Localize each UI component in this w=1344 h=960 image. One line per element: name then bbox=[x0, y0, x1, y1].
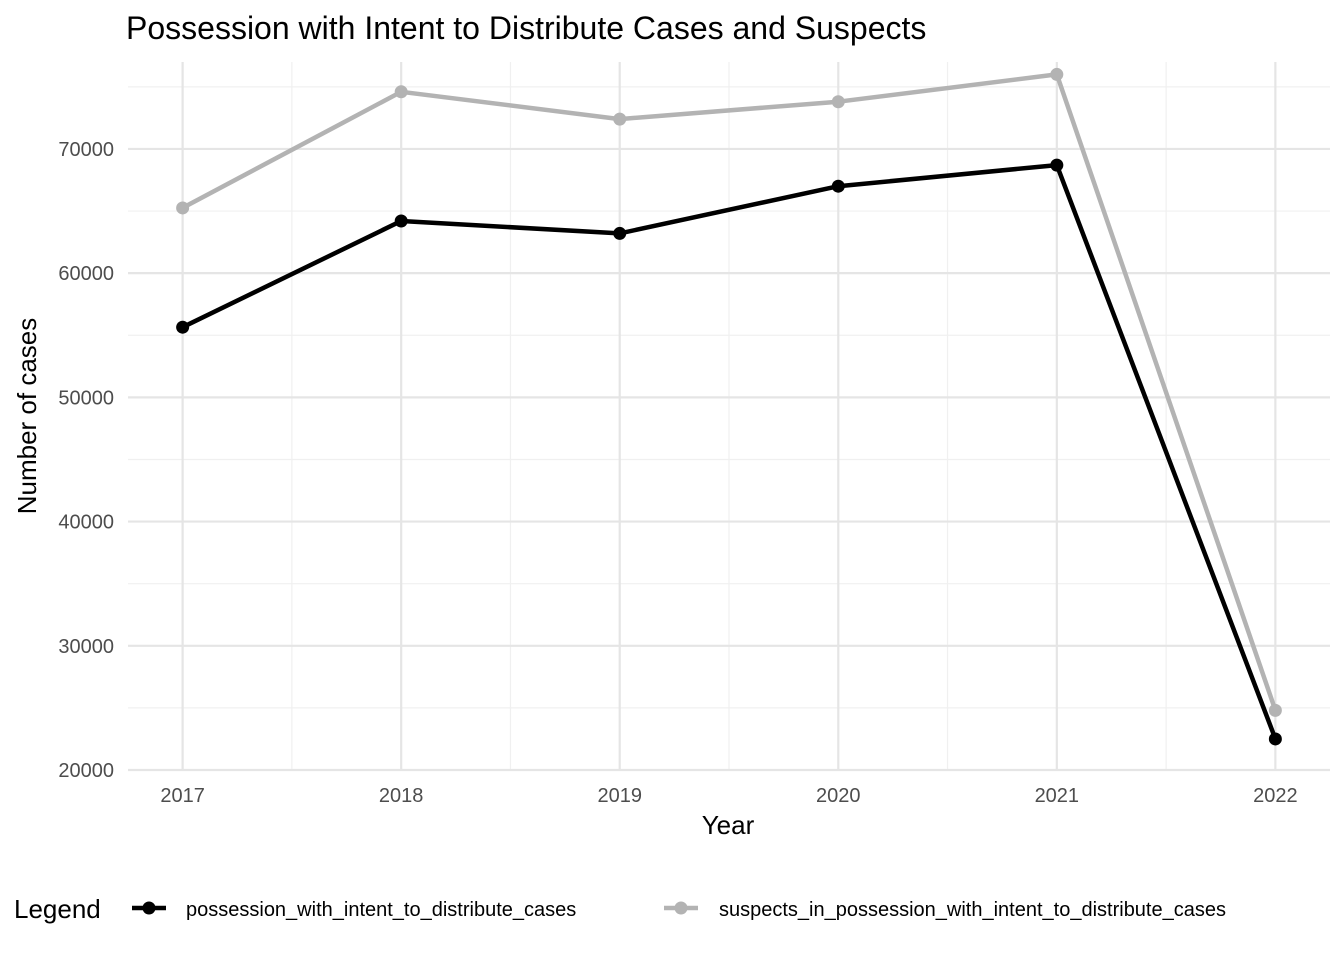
x-axis-title: Year bbox=[702, 810, 755, 840]
series-line bbox=[181, 162, 1278, 740]
data-point bbox=[394, 85, 408, 99]
legend-key-point-suspects bbox=[674, 901, 688, 915]
data-point bbox=[394, 214, 408, 228]
x-tick-label: 2017 bbox=[160, 785, 205, 807]
data-point bbox=[831, 95, 845, 109]
series-layer bbox=[176, 67, 1282, 746]
data-point bbox=[1268, 703, 1282, 717]
legend-item-suspects: suspects_in_possession_with_intent_to_di… bbox=[664, 899, 1226, 921]
chart-title: Possession with Intent to Distribute Cas… bbox=[126, 10, 926, 46]
legend-title: Legend bbox=[14, 894, 101, 924]
y-tick-label: 40000 bbox=[58, 512, 114, 534]
x-tick-label: 2019 bbox=[597, 785, 642, 807]
legend-key-point-cases bbox=[142, 901, 156, 915]
legend-label-cases: possession_with_intent_to_distribute_cas… bbox=[186, 899, 576, 921]
legend-label-suspects: suspects_in_possession_with_intent_to_di… bbox=[719, 899, 1226, 921]
y-tick-label: 70000 bbox=[58, 139, 114, 161]
y-tick-label: 60000 bbox=[58, 263, 114, 285]
data-point bbox=[1050, 158, 1064, 172]
y-axis-ticks: 20000 30000 40000 50000 60000 70000 bbox=[58, 139, 114, 782]
data-point bbox=[831, 179, 845, 193]
legend-item-cases: possession_with_intent_to_distribute_cas… bbox=[132, 899, 576, 921]
data-point bbox=[176, 320, 190, 334]
x-tick-label: 2018 bbox=[379, 785, 424, 807]
data-point bbox=[1050, 67, 1064, 81]
y-tick-label: 20000 bbox=[58, 760, 114, 782]
series-cases bbox=[176, 158, 1282, 746]
y-tick-label: 30000 bbox=[58, 636, 114, 658]
legend: Legend possession_with_intent_to_distrib… bbox=[14, 894, 1226, 924]
series-suspects bbox=[176, 67, 1282, 717]
series-line bbox=[181, 72, 1278, 712]
x-tick-label: 2020 bbox=[816, 785, 861, 807]
x-tick-label: 2022 bbox=[1253, 785, 1298, 807]
y-tick-label: 50000 bbox=[58, 387, 114, 409]
data-point bbox=[1268, 732, 1282, 746]
y-axis-title: Number of cases bbox=[12, 318, 42, 515]
x-tick-label: 2021 bbox=[1035, 785, 1080, 807]
data-point bbox=[176, 201, 190, 215]
x-axis-ticks: 2017 2018 2019 2020 2021 2022 bbox=[160, 785, 1297, 807]
data-point bbox=[613, 226, 627, 240]
data-point bbox=[613, 112, 627, 126]
gridlines bbox=[128, 62, 1330, 772]
